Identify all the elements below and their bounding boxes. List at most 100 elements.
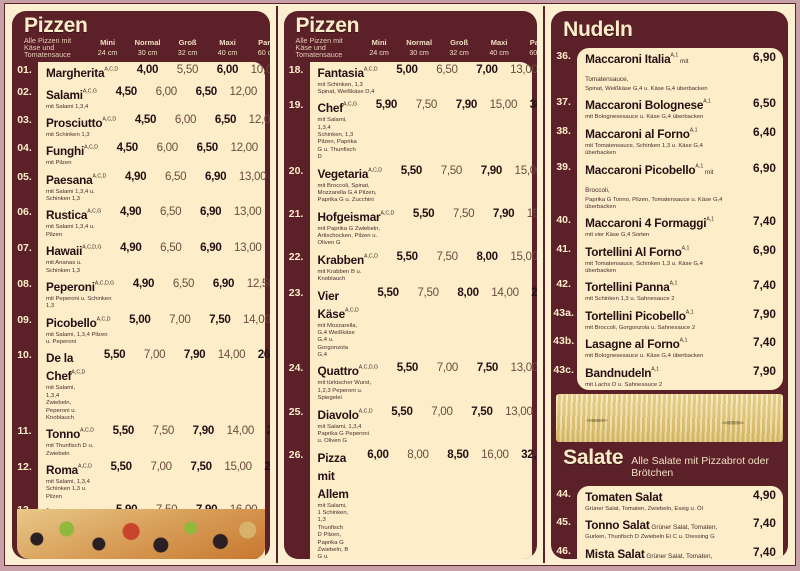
price-groß: 7,50: [471, 404, 493, 418]
price-normal: 6,50: [159, 205, 182, 219]
item-name: Maccaroni Picobello: [585, 162, 696, 177]
salate-subtitle: Alle Salate mit Pizzabrot oder Brötchen: [631, 454, 769, 479]
menu-item-row[interactable]: 10. De la ChefA,C,D mit Salami, 1,3,4 Zwie…: [17, 347, 269, 423]
price-mini: 6,00: [367, 447, 389, 461]
menu-item-row[interactable]: 45. Tonno Salat Grüner Salat, Tomaten, Gur…: [556, 514, 783, 542]
item-number: 20.: [288, 164, 304, 177]
allergen-codes: A,1: [669, 281, 678, 288]
menu-item-row[interactable]: 05. PaesanaA,C,D mit Salami 1,3,4 u. Schin…: [17, 169, 267, 205]
allergen-codes: A,C,D: [358, 408, 373, 415]
price-mini: 4,90: [132, 276, 155, 290]
menu-item-row[interactable]: 02. SalamiA,C,G mit Salami 1,3,4 4,50 6,00 6,…: [17, 84, 269, 112]
menu-item-row[interactable]: 36. Maccaroni ItaliaA,1 mit Tomatensauce,…: [556, 48, 783, 94]
menu-item-row[interactable]: 42. Tortellini PannaA,1 mit Schinken 1,3 u…: [556, 276, 783, 304]
menu-item-row[interactable]: 43c. BandnudelnA,1 mit Lachs D u. Sahnesau…: [553, 362, 783, 390]
menu-item-row[interactable]: 06. RusticaA,C,G mit Salami 1,3,4 u. Pilze…: [17, 204, 265, 240]
item-number: 05.: [17, 170, 32, 183]
menu-item-row[interactable]: 41. Tortellini Al FornoA,1 mit Tomatensauc…: [556, 241, 783, 277]
menu-item-row[interactable]: 24. QuattroA,C,D,G mit türkischer Wurst, 1…: [289, 360, 537, 403]
menu-item-row[interactable]: 25. DiavoloA,C,D mit Salami, 1,3,4 Paprika…: [289, 404, 533, 447]
menu-column-3: Nudeln 36. Maccaroni ItaliaA,1 mit Tomate…: [546, 6, 793, 563]
column-divider-2: [543, 6, 546, 563]
menu-item-row[interactable]: 40. Maccaroni 4 FormaggiA,1 mit vier Käse …: [556, 212, 783, 240]
price-normal: 8,00: [407, 447, 429, 461]
item-name-cell: Tomaten Salat Grüner Salat, Tomaten, Zwie…: [577, 487, 733, 513]
item-name: Tortellini Panna: [585, 280, 670, 295]
item-name: Tomaten Salat: [585, 489, 663, 504]
item-number: 22.: [288, 250, 304, 263]
price-normal: 7,00: [169, 312, 191, 326]
price-mini: 4,90: [119, 205, 142, 219]
item-number: 21.: [288, 207, 304, 220]
item-prices: 5,50 7,50 8,00 14,00 29,00: [359, 286, 537, 300]
menu-item-row[interactable]: 39. Maccaroni PicobelloA,1 mit Broccoli, P…: [556, 159, 783, 213]
menu-item-row[interactable]: 04. FunghiA,C,D mit Pilzen 4,50 6,00 6,50 12,0…: [17, 140, 265, 168]
price-party: 26,00: [257, 348, 270, 362]
menu-item-row[interactable]: 22. KrabbenA,C,D mit Krabben B u. Knoblauc…: [289, 249, 537, 285]
item-prices: 6,00 8,00 8,50 16,00 32,00: [349, 447, 537, 462]
price-maxi: 15,00: [526, 206, 538, 220]
item-description: mit Thunfisch D u. Zwiebeln: [46, 443, 94, 457]
item-price: 6,50: [753, 96, 776, 111]
menu-item-row[interactable]: 19. ChefA,C,G mit Salami, 1,3,4 Schinken, …: [289, 97, 537, 162]
menu-item-row[interactable]: 18. FantasiaA,C,D mit Schinken, 1,3 Spinat…: [289, 62, 537, 98]
item-name-cell: Tortellini PicobelloA,1 mit Broccoli, Gor…: [577, 306, 733, 332]
menu-item-row[interactable]: 07. HawaiiA,C,D,G mit Ananas u. Schinken 1…: [17, 240, 265, 276]
menu-item-row[interactable]: 20. VegetariaA,C,D mit Broccoli, Spinat, M…: [289, 163, 537, 206]
menu-item-row[interactable]: 11. TonnoA,C,D mit Thunfisch D u. Zwiebeln…: [17, 423, 269, 459]
menu-item-row[interactable]: 46. Mista Salat Grüner Salat, Tomaten, Gu…: [556, 543, 783, 559]
price-maxi: 16,00: [481, 447, 509, 461]
price-party: 20,00: [257, 85, 270, 99]
price-normal: 7,50: [417, 285, 439, 299]
menu-column-2: Pizzen Alle Pizzen mit Käse und Tomatens…: [279, 6, 543, 563]
item-description: mit Bolognesesauce u. Käse G,4 überbacke…: [585, 114, 704, 121]
item-price: 7,40: [753, 516, 776, 531]
menu-item-row[interactable]: 03. ProsciuttoA,C,D mit Schinken 1,3 4,50 6,…: [17, 112, 269, 140]
price-normal: 7,50: [152, 424, 175, 438]
menu-item-row[interactable]: 26. Pizza mit Allem mit Salami, 1 Schinken…: [289, 447, 537, 559]
item-name: Pizza mit Allem: [317, 450, 349, 501]
menu-item-row[interactable]: 08. PeperoniA,C,D,G mit Peperoni u. Schink…: [17, 276, 269, 312]
item-name-cell: Maccaroni al FornoA,1 mit Tomatensauce, S…: [577, 124, 733, 158]
price-maxi: 13,00: [238, 169, 267, 183]
menu-item-row[interactable]: 43b. Lasagne al FornoA,1 mit Bolognesesauc…: [553, 333, 783, 361]
menu-item-row[interactable]: 21. HofgeismarA,C,D mit Paprika G Zwiebeln…: [289, 206, 537, 249]
price-groß: 7,90: [492, 206, 515, 220]
menu-item-row[interactable]: 23. Vier KäseA,C,D mit Mozzarella, G,4 Wei…: [289, 285, 537, 361]
price-groß: 7,90: [192, 424, 215, 438]
price-mini: 4,90: [120, 241, 142, 255]
menu-item-row[interactable]: 44. Tomaten Salat Grüner Salat, Tomaten, Z…: [556, 486, 783, 514]
allergen-codes: A,C,D: [102, 116, 117, 123]
menu-item-row[interactable]: 12. RomaA,C,D mit Salami, 1,3,4 Schinken 1…: [17, 459, 269, 502]
price-party: 20,00: [258, 142, 270, 155]
item-description: mit Tomatensauce, Schinken 1,3 u. Käse G…: [585, 142, 703, 157]
size-header-mini: Mini 24 cm: [369, 38, 389, 57]
menu-item-row[interactable]: 09. PicobelloA,C,D mit Salami, 1,3,4 Pilze…: [17, 312, 269, 348]
item-name: Maccaroni 4 Formaggi: [585, 216, 707, 231]
menu-item-row[interactable]: 43a. Tortellini PicobelloA,1 mit Broccoli,…: [553, 305, 783, 333]
item-number: 44.: [556, 487, 571, 500]
item-description: mit Salami, 1 Schinken, 1,3 Thunfisch D …: [317, 502, 349, 559]
item-name: Picobello: [46, 315, 97, 330]
column-divider-1: [275, 6, 278, 563]
price-groß: 8,00: [457, 285, 479, 299]
menu-item-row[interactable]: 37. Maccaroni BologneseA,1 mit Bolognesesa…: [556, 94, 783, 122]
item-name-cell: Lasagne al FornoA,1 mit Bolognesesauce u.…: [577, 334, 733, 360]
item-description: mit vier Käse G,4 Sorten: [585, 232, 650, 239]
menu-item-row[interactable]: 38. Maccaroni al FornoA,1 mit Tomatensauce…: [556, 123, 783, 159]
item-prices: 4,50 6,00 6,50 12,0020,00: [97, 85, 270, 99]
item-description: mit Salami, 1,3,4 Schinken, 1,3 Pilzen, …: [317, 117, 357, 161]
price-groß: 6,00: [216, 62, 239, 76]
item-price: 6,90: [753, 242, 776, 257]
nudeln-section-header-3: Nudeln: [551, 11, 788, 48]
item-description: mit Salami 1,3,4 u. Pilzen: [46, 224, 95, 238]
allergen-codes: A,C,G: [82, 88, 97, 95]
size-header-party: Party60 cm: [257, 38, 270, 57]
item-name: Tortellini Al Forno: [585, 244, 682, 259]
price-party: 22,00: [266, 171, 269, 184]
